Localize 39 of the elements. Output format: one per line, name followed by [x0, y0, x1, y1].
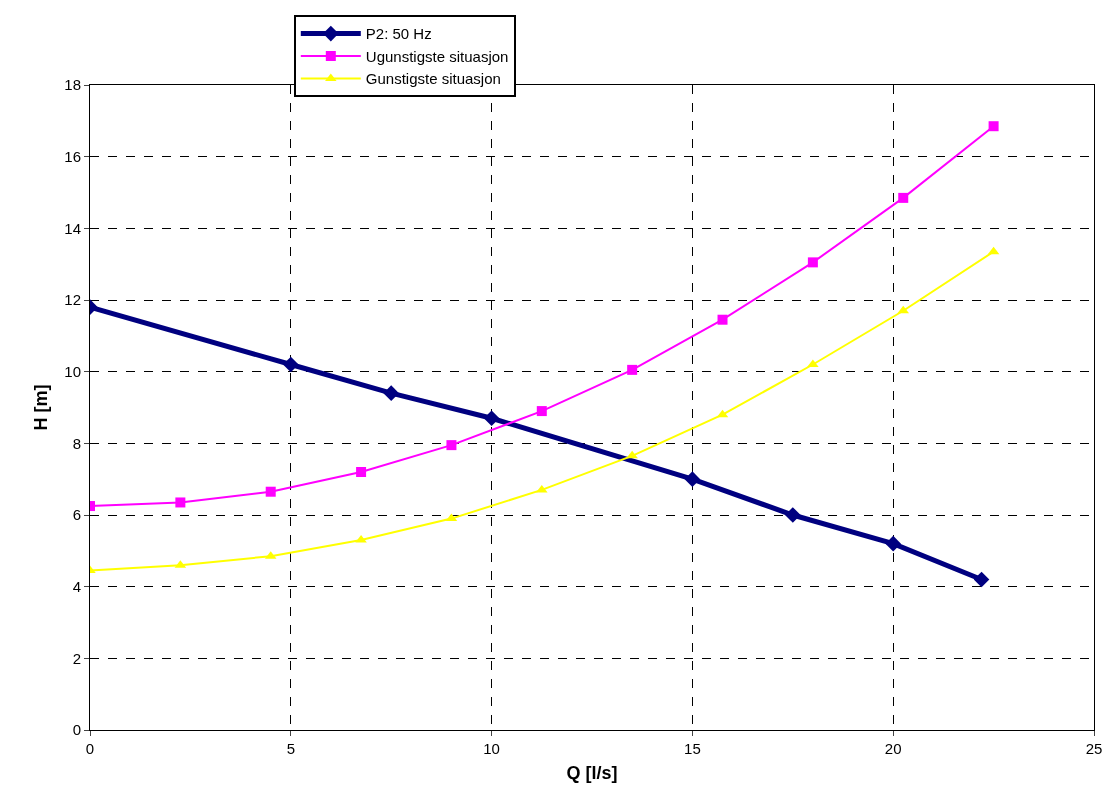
legend-label: Ugunstigste situasjon — [365, 47, 509, 65]
y-tick-label: 14 — [64, 219, 81, 237]
x-tick-label: 10 — [483, 740, 500, 757]
point — [717, 314, 728, 325]
point — [807, 257, 818, 268]
point — [265, 486, 276, 497]
x-axis-title: Q [l/s] — [566, 763, 618, 784]
point — [383, 385, 399, 401]
x-tick-label: 20 — [884, 740, 902, 757]
y-tick-label: 16 — [64, 147, 81, 165]
point — [627, 364, 638, 375]
point — [483, 410, 500, 427]
y-tick-label: 18 — [64, 76, 81, 94]
point — [536, 406, 547, 417]
point — [885, 535, 901, 552]
x-tick-label: 5 — [286, 740, 295, 757]
y-tick-label: 0 — [72, 721, 81, 739]
legend-label: Gunstigste situasjon — [365, 70, 501, 88]
y-axis-title: H [m] — [30, 384, 51, 431]
y-tick-label: 12 — [64, 291, 81, 309]
point — [446, 440, 457, 451]
y-tick-label: 2 — [72, 649, 81, 667]
point — [988, 121, 999, 132]
y-tick-label: 10 — [64, 362, 81, 380]
point — [536, 484, 548, 493]
point — [356, 467, 367, 477]
x-tick-label: 15 — [684, 740, 701, 757]
x-tick-label: 25 — [1085, 740, 1103, 757]
point — [973, 571, 990, 588]
x-tick-label: 0 — [85, 740, 95, 757]
y-tick-label: 6 — [72, 506, 81, 524]
point — [283, 356, 299, 373]
y-tick-label: 8 — [72, 434, 81, 452]
legend-label: P2: 50 Hz — [365, 25, 432, 43]
point — [785, 507, 801, 523]
point — [684, 471, 701, 487]
point — [898, 192, 909, 203]
point — [175, 497, 186, 508]
y-tick-label: 4 — [72, 577, 81, 595]
